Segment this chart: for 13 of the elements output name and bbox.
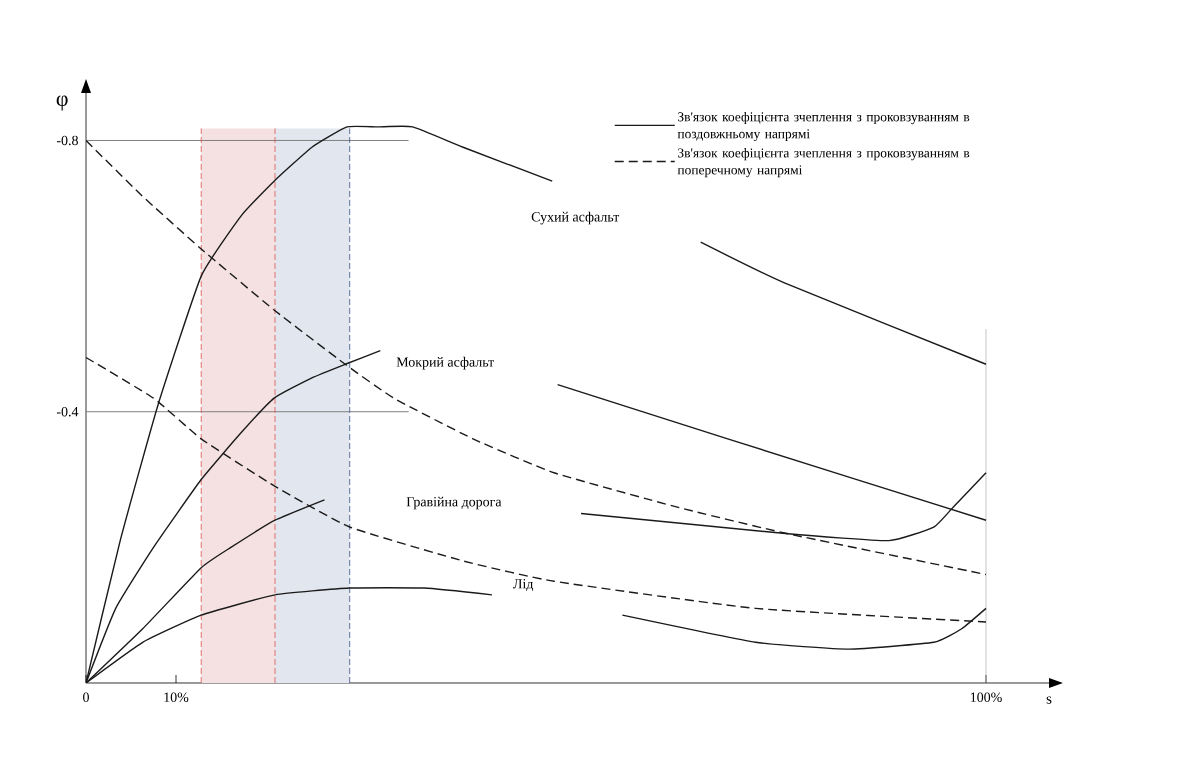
- x-tick-label: 10%: [164, 692, 189, 702]
- legend-label: Зв'язок коефіцієнта зчеплення з проковзуванням в поздовжньому напрямі: [677, 111, 970, 142]
- x-tick-label: 0: [83, 692, 89, 702]
- annotation: Сухий асфальт: [531, 211, 620, 225]
- y-axis-title: φ: [56, 95, 68, 111]
- annotation: Гравійна дорога: [406, 496, 502, 510]
- y-tick-label: -0.4: [56, 406, 79, 417]
- annotation: Лід: [513, 579, 534, 592]
- x-tick-label: 100%: [970, 692, 1002, 702]
- legend-label: Зв'язок коефіцієнта зчеплення з проковзуванням в поперечному напрямі: [677, 148, 970, 178]
- annotation: Мокрий асфальт: [396, 356, 494, 370]
- x-axis-title: s: [1046, 696, 1052, 704]
- y-tick-label: -0.8: [56, 135, 78, 146]
